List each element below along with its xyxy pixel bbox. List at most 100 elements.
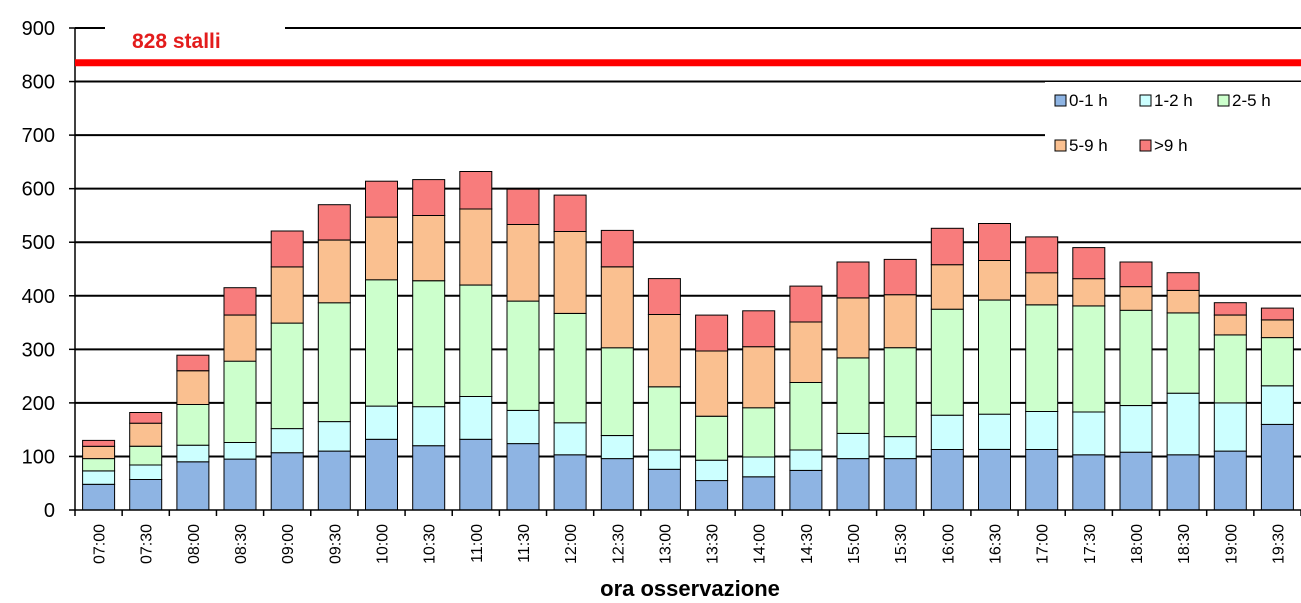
bar-segment-2-1130: [506, 409, 540, 445]
bar-segment-1-1100: [459, 438, 493, 511]
bar-segment-3-0830: [223, 360, 257, 444]
bar-segment-1-1530: [883, 458, 917, 511]
bar-segment-4-1130: [506, 224, 540, 302]
bar-segment-1-0830: [223, 458, 257, 511]
bar-segment-4-1100: [459, 208, 493, 286]
bar-segment-5-1030: [412, 179, 446, 217]
bar-segment-1-1500: [836, 458, 870, 511]
bar-segment-3-1700: [1025, 304, 1059, 412]
bar-segment-4-1230: [600, 266, 634, 349]
bar-segment-4-0700: [82, 445, 116, 460]
bar-segment-1-1700: [1025, 449, 1059, 511]
bar-segment-4-1600: [930, 264, 964, 310]
bar-segment-4-1730: [1072, 278, 1106, 307]
bar-segment-2-1000: [365, 405, 398, 440]
bar-segment-1-1230: [600, 458, 634, 511]
x-tick-label: 12:30: [610, 524, 627, 564]
bar-segment-4-1830: [1166, 289, 1200, 314]
bar-segment-2-1200: [553, 422, 587, 456]
bar-segment-3-1400: [742, 407, 776, 458]
bar-segment-2-1230: [600, 435, 634, 460]
bar-segment-2-0900: [270, 428, 304, 454]
y-tick-label: 400: [22, 286, 55, 308]
legend-label: 1-2 h: [1154, 91, 1193, 110]
bar-segment-3-0700: [82, 458, 116, 472]
y-tick-label: 0: [44, 500, 55, 522]
bar-segment-2-1500: [836, 432, 870, 460]
bar-segment-2-0700: [82, 470, 116, 485]
bar-segment-2-0730: [129, 464, 163, 480]
legend-swatch: [1054, 139, 1067, 152]
x-tick-label: 07:00: [92, 524, 109, 564]
bar-segment-5-0800: [176, 354, 210, 372]
bar-segment-1-0730: [129, 479, 163, 511]
bar-segment-5-1330: [695, 314, 729, 352]
x-tick-label: 09:30: [327, 524, 344, 564]
capacity-label: 828 stalli: [132, 30, 221, 53]
bar-segment-4-0830: [223, 314, 257, 362]
bar-segment-3-1900: [1213, 334, 1247, 404]
bar-segment-2-1730: [1072, 411, 1106, 456]
bar-segment-3-1100: [459, 284, 493, 398]
bar-segment-4-0730: [129, 422, 163, 447]
bar-segment-4-1900: [1213, 314, 1247, 336]
y-tick-label: 600: [22, 179, 55, 201]
bar-segment-3-1830: [1166, 312, 1200, 394]
bar-segment-4-1300: [647, 314, 681, 388]
bar-segment-5-1400: [742, 310, 776, 348]
bar-segment-2-1630: [978, 413, 1011, 450]
bar-segment-3-1600: [930, 308, 964, 416]
legend-label: 2-5 h: [1232, 91, 1271, 110]
legend-label: >9 h: [1154, 136, 1188, 155]
y-tick-label: 200: [22, 393, 55, 415]
bar-segment-5-0700: [82, 439, 116, 447]
bar-segment-3-0730: [129, 445, 163, 466]
legend-swatch: [1054, 94, 1067, 107]
x-tick-label: 16:00: [940, 524, 957, 564]
bar-segment-4-1930: [1260, 319, 1294, 339]
bar-segment-5-1730: [1072, 247, 1106, 280]
x-tick-label: 16:30: [988, 524, 1005, 564]
bar-segment-1-1900: [1213, 450, 1247, 511]
bar-segment-3-1030: [412, 280, 446, 408]
bar-segment-2-1030: [412, 406, 446, 447]
bar-segment-2-1830: [1166, 392, 1200, 456]
bar-segment-3-1730: [1072, 305, 1106, 413]
bar-segment-3-1330: [695, 415, 729, 461]
bar-segment-5-0930: [317, 204, 351, 241]
bar-segment-1-1730: [1072, 454, 1106, 511]
bar-segment-4-0930: [317, 239, 351, 304]
bar-segment-1-1830: [1166, 454, 1200, 511]
legend-box: [1045, 82, 1301, 172]
bar-segment-1-1600: [930, 449, 964, 511]
bar-segment-5-1600: [930, 227, 964, 266]
x-tick-label: 08:30: [233, 524, 250, 564]
x-tick-label: 08:00: [186, 524, 203, 564]
x-tick-label: 19:30: [1270, 524, 1287, 564]
bar-segment-5-1000: [365, 180, 398, 218]
bar-segment-4-1630: [978, 259, 1011, 301]
x-tick-label: 17:30: [1082, 524, 1099, 564]
bar-segment-5-1130: [506, 188, 540, 225]
x-tick-label: 11:30: [516, 524, 533, 563]
bar-segment-4-0800: [176, 370, 210, 405]
bar-segment-3-1630: [978, 299, 1011, 415]
x-tick-label: 18:30: [1176, 524, 1193, 564]
bar-segment-5-1230: [600, 229, 634, 268]
x-tick-label: 19:00: [1223, 524, 1240, 564]
y-tick-labels: 0 100 200 300 400 500 600 700 800 900: [22, 18, 55, 522]
x-tick-label: 10:30: [422, 524, 439, 564]
bar-segment-2-1430: [789, 449, 823, 471]
y-tick-label: 300: [22, 339, 55, 361]
bar-segment-1-1130: [506, 443, 540, 511]
bar-segment-5-0830: [223, 287, 257, 316]
bar-segment-3-1200: [553, 313, 587, 424]
x-tick-label: 15:30: [893, 524, 910, 564]
bar-segment-3-1800: [1119, 309, 1153, 407]
bar-segment-2-1100: [459, 396, 493, 440]
bar-segment-4-1000: [365, 216, 398, 281]
bar-segment-2-1700: [1025, 411, 1059, 450]
bar-segment-1-1300: [647, 468, 681, 511]
axes: [69, 27, 1301, 516]
